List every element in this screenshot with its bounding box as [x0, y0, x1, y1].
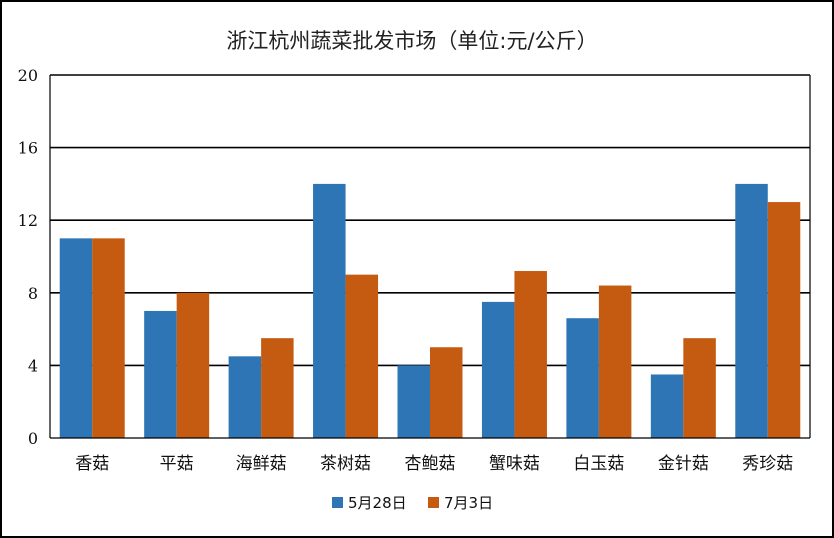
bar-series-1	[313, 183, 346, 438]
bar-series-2	[261, 338, 294, 438]
y-tick-label: 16	[18, 139, 38, 158]
x-tick-label: 金针菇	[658, 454, 709, 474]
x-tick-label: 秀珍菇	[742, 454, 793, 474]
legend: 5月28日 7月3日	[332, 494, 493, 512]
bar-series-2	[430, 347, 463, 438]
bar-series-2	[176, 292, 210, 438]
bar-series-1	[397, 365, 430, 438]
legend-swatch	[428, 497, 439, 508]
bar-series-1	[228, 356, 262, 438]
y-tick-label: 12	[18, 211, 38, 230]
bar-series-2	[598, 285, 632, 438]
bar-series-2	[683, 338, 716, 438]
bar-series-1	[144, 310, 177, 438]
x-tick-label: 香菇	[75, 454, 109, 474]
legend-label: 7月3日	[444, 494, 493, 512]
x-tick-label: 白玉菇	[573, 454, 624, 474]
bar-series-1	[650, 374, 684, 438]
bar-series-2	[767, 202, 801, 438]
y-tick-label: 8	[28, 284, 38, 303]
y-tick-label: 0	[28, 429, 38, 448]
bars	[59, 183, 801, 438]
bar-series-2	[514, 271, 547, 438]
x-tick-label: 茶树菇	[320, 454, 371, 474]
axes: 0 4 8 12 16 20 香菇 平菇 海鲜菇 茶树菇 杏鲍菇 蟹味菇 白玉菇 金针菇 秀珍菇	[18, 66, 811, 474]
legend-swatch	[332, 497, 343, 508]
bar-series-2	[92, 238, 125, 438]
x-tick-label: 海鲜菇	[236, 454, 287, 474]
x-tick-label: 杏鲍菇	[405, 454, 456, 474]
x-tick-label: 平菇	[160, 454, 194, 474]
y-tick-label: 20	[18, 66, 38, 85]
y-tick-label: 4	[28, 356, 38, 375]
bar-series-2	[345, 274, 379, 438]
bar-series-1	[566, 318, 599, 438]
chart-title: 浙江杭州蔬菜批发市场（单位:元/公斤）	[226, 29, 597, 53]
bar-series-1	[481, 301, 515, 438]
x-tick-label: 蟹味菇	[489, 454, 540, 474]
legend-label: 5月28日	[348, 494, 407, 512]
bar-series-1	[59, 238, 93, 438]
bar-series-1	[735, 183, 768, 438]
